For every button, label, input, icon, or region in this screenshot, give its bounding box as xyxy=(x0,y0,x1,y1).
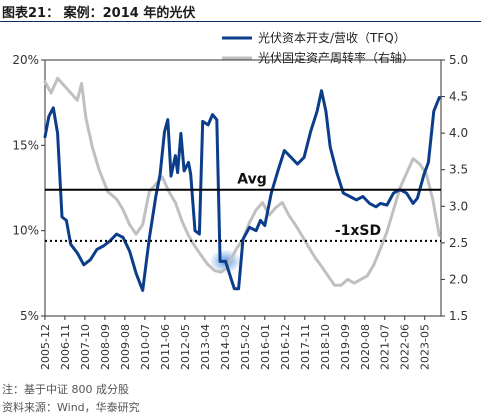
series-layer xyxy=(43,76,441,292)
turnover-series-line xyxy=(43,76,441,287)
x-tick-label: 2007-10 xyxy=(79,324,92,370)
right-tick-label: 4.5 xyxy=(449,90,468,104)
x-tick-label: 2016-01 xyxy=(259,324,272,370)
left-axis-ticks: 20% 15% 10% 5% xyxy=(12,53,45,323)
left-tick-label: 5% xyxy=(20,309,39,323)
figure-header: 图表21： 案例：2014 年的光伏 xyxy=(0,0,481,22)
x-tick-label: 2010-07 xyxy=(139,324,152,370)
x-tick-label: 2014-03 xyxy=(219,324,232,370)
footer-note: 注：基于中证 800 成分股 xyxy=(2,383,129,396)
x-tick-label: 2021-07 xyxy=(379,324,392,370)
x-tick-label: 2023-05 xyxy=(419,324,432,370)
legend: 光伏资本开支/营收（TFQ） 光伏固定资产周转率（右轴） xyxy=(222,31,414,65)
x-tick-label: 2009-08 xyxy=(119,324,132,370)
x-tick-label: 2017-11 xyxy=(299,324,312,370)
footer-source: 资料来源：Wind，华泰研究 xyxy=(2,401,140,414)
legend-label-turnover: 光伏固定资产周转率（右轴） xyxy=(258,50,414,65)
right-tick-label: 3.5 xyxy=(449,163,468,177)
plot-frame xyxy=(44,59,442,317)
right-axis-ticks: 5.0 4.5 4.0 3.5 3.0 2.5 2.0 1.5 xyxy=(441,53,468,323)
right-tick-label: 4.0 xyxy=(449,126,468,140)
line-chart: 20% 15% 10% 5% 5.0 4.5 4.0 3.5 3.0 2.5 2.0 1.5 200… xyxy=(12,31,468,370)
right-tick-label: 3.0 xyxy=(449,199,468,213)
right-tick-label: 2.5 xyxy=(449,236,468,250)
left-tick-label: 15% xyxy=(12,138,39,152)
right-tick-label: 2.0 xyxy=(449,272,468,286)
x-tick-label: 2020-08 xyxy=(359,324,372,370)
x-tick-label: 2012-05 xyxy=(179,324,192,370)
x-axis-ticks: 2005-12 2006-11 2007-10 2008-09 2009-08 2010-… xyxy=(39,316,432,370)
x-tick-label: 2019-09 xyxy=(339,324,352,370)
x-tick-label: 2022-06 xyxy=(399,324,412,370)
plot-border xyxy=(44,59,442,317)
minus-sd-label: -1xSD xyxy=(335,223,381,239)
x-tick-label: 2011-06 xyxy=(159,324,172,370)
left-tick-label: 20% xyxy=(12,53,39,67)
x-tick-label: 2005-12 xyxy=(39,324,52,370)
header-rule xyxy=(0,21,481,22)
legend-label-capex: 光伏资本开支/营收（TFQ） xyxy=(258,31,406,45)
x-tick-label: 2015-02 xyxy=(239,324,252,370)
x-tick-label: 2008-09 xyxy=(99,324,112,370)
x-tick-label: 2006-11 xyxy=(59,324,72,370)
right-tick-label: 1.5 xyxy=(449,309,468,323)
x-tick-label: 2013-04 xyxy=(199,324,212,370)
figure-title: 图表21： 案例：2014 年的光伏 xyxy=(2,6,196,21)
x-tick-label: 2016-12 xyxy=(279,324,292,370)
avg-label: Avg xyxy=(237,172,266,188)
figure-footer: 注：基于中证 800 成分股 资料来源：Wind，华泰研究 xyxy=(2,381,140,417)
capex-series-line xyxy=(43,89,441,292)
right-tick-label: 5.0 xyxy=(449,53,468,67)
left-tick-label: 10% xyxy=(12,224,39,238)
x-tick-label: 2018-10 xyxy=(319,324,332,370)
reference-lines: Avg -1xSD xyxy=(45,172,441,242)
